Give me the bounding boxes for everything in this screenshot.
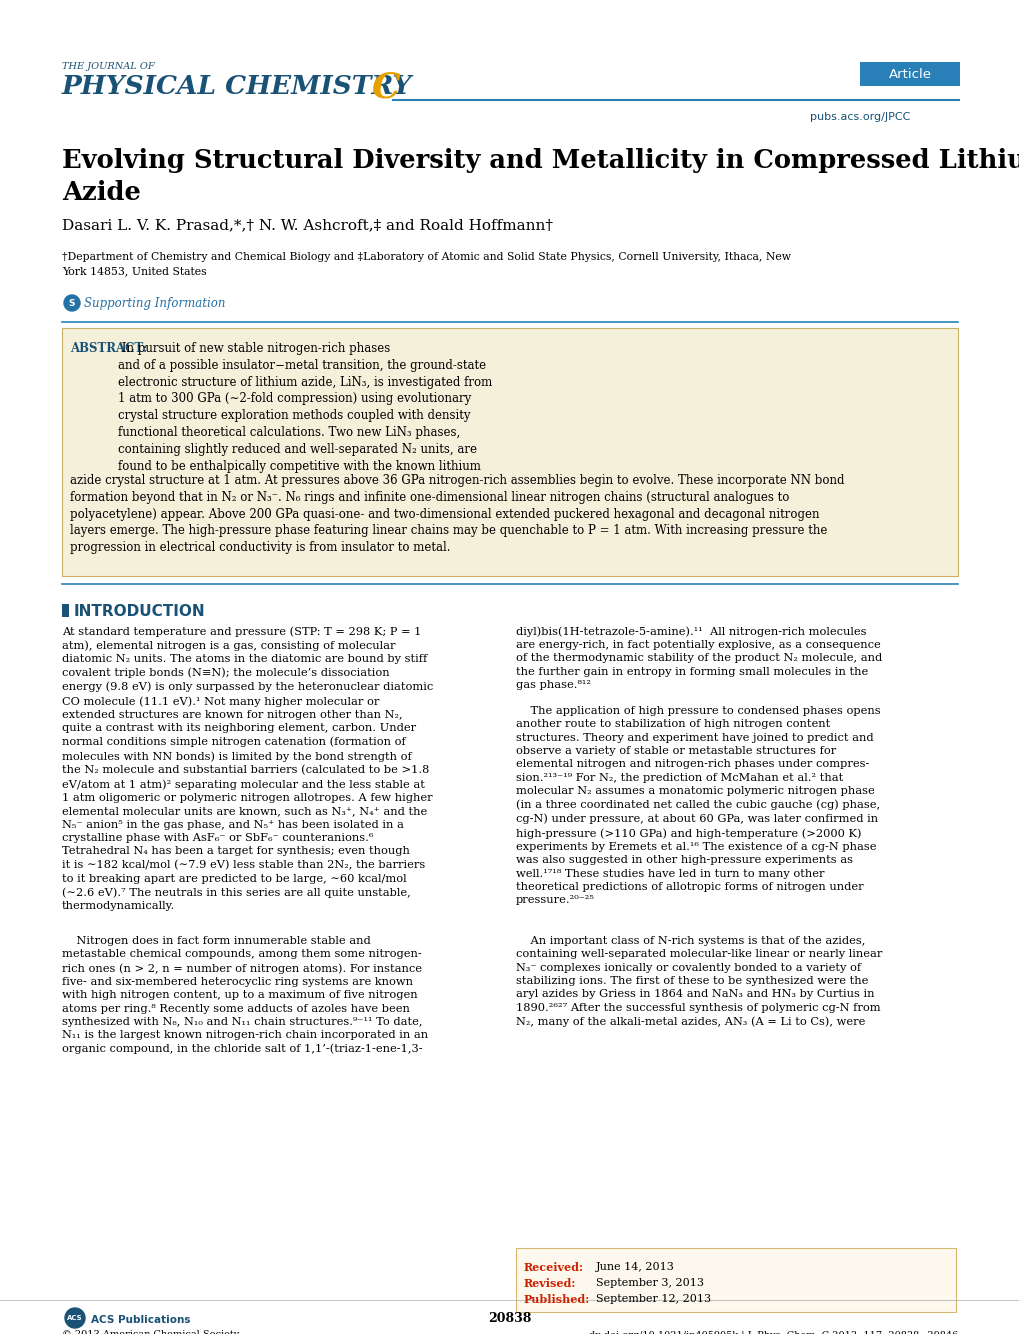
Text: Dasari L. V. K. Prasad,*,† N. W. Ashcroft,‡ and Roald Hoffmann†: Dasari L. V. K. Prasad,*,† N. W. Ashcrof… [62,217,552,232]
Text: © 2013 American Chemical Society: © 2013 American Chemical Society [62,1330,239,1334]
Circle shape [65,1309,85,1329]
Bar [62,328,957,576]
Circle shape [64,295,79,311]
Text: ABSTRACT:: ABSTRACT: [70,342,147,355]
Text: Supporting Information: Supporting Information [84,297,225,309]
Text: September 3, 2013: September 3, 2013 [595,1278,703,1289]
Text: Article: Article [888,68,930,80]
Text: Azide: Azide [62,180,141,205]
Text: Evolving Structural Diversity and Metallicity in Compressed Lithium: Evolving Structural Diversity and Metall… [62,148,1019,173]
Bar [62,604,69,618]
Text: The application of high pressure to condensed phases opens
another route to stab: The application of high pressure to cond… [516,706,879,906]
Text: June 14, 2013: June 14, 2013 [595,1262,675,1273]
Text: PHYSICAL CHEMISTRY: PHYSICAL CHEMISTRY [62,73,412,99]
Bar [859,61,959,85]
Text: THE JOURNAL OF: THE JOURNAL OF [62,61,155,71]
Text: York 14853, United States: York 14853, United States [62,265,207,276]
Text: dx.doi.org/10.1021/jp405905k | J. Phys. Chem. C 2013, 117, 20838−20846: dx.doi.org/10.1021/jp405905k | J. Phys. … [588,1330,957,1334]
Text: At standard temperature and pressure (STP: T = 298 K; P = 1
atm), elemental nitr: At standard temperature and pressure (ST… [62,626,433,911]
Text: Published:: Published: [524,1294,590,1305]
Text: pubs.acs.org/JPCC: pubs.acs.org/JPCC [809,112,909,121]
Text: In pursuit of new stable nitrogen-rich phases
and of a possible insulator−metal : In pursuit of new stable nitrogen-rich p… [118,342,492,472]
Text: †Department of Chemistry and Chemical Biology and ‡Laboratory of Atomic and Soli: †Department of Chemistry and Chemical Bi… [62,252,790,261]
Text: Received:: Received: [524,1262,584,1273]
Text: C: C [372,71,400,105]
Text: diyl)bis(1H-tetrazole-5-amine).¹¹  All nitrogen-rich molecules
are energy-rich, : diyl)bis(1H-tetrazole-5-amine).¹¹ All ni… [516,626,881,690]
Text: INTRODUCTION: INTRODUCTION [74,604,206,619]
Text: S: S [68,299,75,308]
Text: Nitrogen does in fact form innumerable stable and
metastable chemical compounds,: Nitrogen does in fact form innumerable s… [62,936,428,1054]
Text: Revised:: Revised: [524,1278,576,1289]
Text: 20838: 20838 [488,1311,531,1325]
Bar [516,1249,955,1313]
Text: ACS: ACS [67,1315,83,1321]
Text: azide crystal structure at 1 atm. At pressures above 36 GPa nitrogen-rich assemb: azide crystal structure at 1 atm. At pre… [70,474,844,554]
Text: September 12, 2013: September 12, 2013 [595,1294,710,1305]
Text: An important class of N-rich systems is that of the azides,
containing well-sepa: An important class of N-rich systems is … [516,936,881,1027]
Text: ACS Publications: ACS Publications [91,1315,191,1325]
